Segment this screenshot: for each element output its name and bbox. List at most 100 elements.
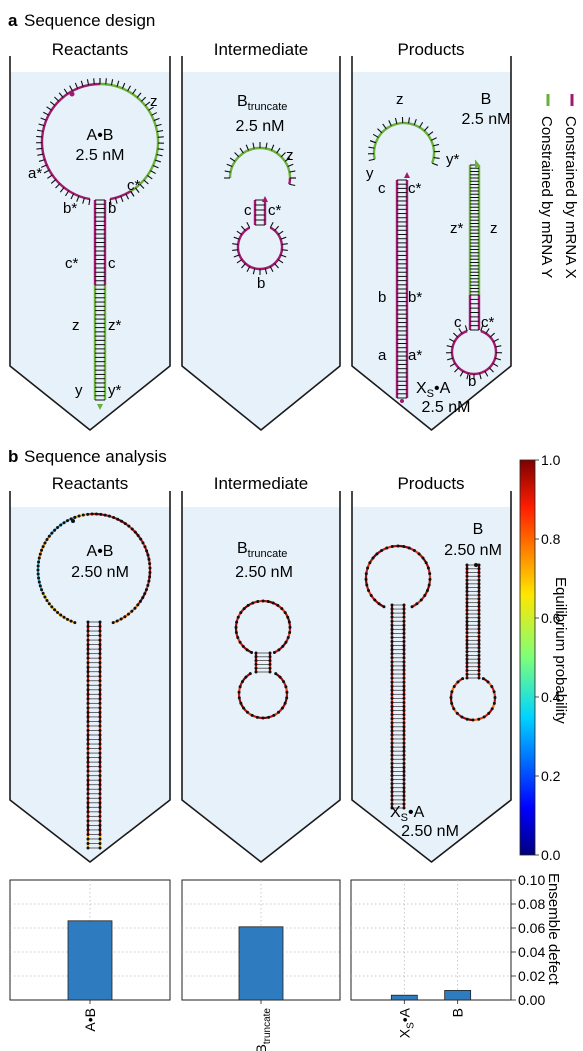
y-tick-label: 0.08 (518, 896, 545, 912)
nucleotide-tick (234, 152, 240, 158)
nucleotide-tick (38, 159, 45, 162)
nucleotide-tick (125, 193, 130, 200)
domain-label: a* (28, 165, 42, 182)
domain-label: c (454, 314, 462, 331)
nucleotide-dot (43, 541, 47, 545)
nucleotide-dot (86, 747, 90, 751)
nucleotide-dot (477, 574, 481, 578)
nucleotide-dot (390, 757, 394, 761)
domain-label: c* (268, 202, 282, 219)
nucleotide-dot (390, 680, 394, 684)
nucleotide-dot (396, 544, 400, 548)
nucleotide-tick (433, 143, 440, 147)
nucleotide-dot (98, 751, 102, 755)
nucleotide-dot (390, 603, 394, 607)
nucleotide-dot (402, 774, 406, 778)
nucleotide-dot (86, 512, 90, 516)
nucleotide-tick (232, 243, 239, 245)
nucleotide-dot (465, 661, 469, 665)
nucleotide-tick (46, 106, 52, 111)
nucleotide-dot (86, 742, 90, 746)
colorbar-tick-label: 0.2 (541, 768, 561, 784)
nucleotide-tick (156, 153, 163, 157)
nucleotide-tick (246, 222, 251, 228)
domain-label: z (286, 147, 294, 164)
nucleotide-dot (465, 578, 469, 582)
domain-label: c* (481, 314, 495, 331)
nucleotide-dot (98, 742, 102, 746)
nucleotide-tick (36, 147, 43, 150)
nucleotide-tick (281, 249, 288, 252)
nucleotide-dot (47, 534, 51, 538)
nucleotide-dot (98, 814, 102, 818)
nucleotide-dot (402, 664, 406, 668)
nucleotide-dot (86, 625, 90, 629)
domain-label: y* (446, 151, 460, 168)
nucleotide-dot (99, 512, 103, 516)
nucleotide-dot (402, 733, 406, 737)
nucleotide-dot (86, 715, 90, 719)
nucleotide-dot (465, 665, 469, 669)
nucleotide-tick (236, 259, 243, 264)
nucleotide-tick (289, 183, 296, 187)
nucleotide-tick (114, 197, 118, 204)
tube-outline (181, 507, 341, 863)
nucleotide-dot (465, 657, 469, 661)
nucleotide-dot (98, 801, 102, 805)
bar (238, 926, 284, 1001)
nucleotide-tick (433, 157, 440, 160)
loop-z (228, 146, 292, 179)
nucleotide-tick (495, 345, 502, 348)
nucleotide-dot (251, 601, 255, 605)
nucleotide-dot (390, 713, 394, 717)
nucleotide-dot (465, 653, 469, 657)
nucleotide-dot (390, 790, 394, 794)
nucleotide-tick (93, 78, 95, 85)
nucleotide-dot (371, 556, 375, 560)
intermediate-complex-label: Btruncate (237, 540, 287, 560)
nucleotide-dot (86, 670, 90, 674)
nucleotide-dot (272, 650, 276, 654)
nucleotide-dot (465, 601, 469, 605)
nucleotide-dot (390, 778, 394, 782)
nucleotide-dot (111, 621, 115, 625)
domain-label: c (378, 180, 386, 197)
products-complex2-label: B (473, 521, 484, 538)
nucleotide-dot (98, 661, 102, 665)
nucleotide-dot (375, 552, 379, 556)
nucleotide-dot (103, 513, 107, 517)
nucleotide-dot (146, 583, 150, 587)
nucleotide-dot (98, 837, 102, 841)
nucleotide-dot (86, 751, 90, 755)
domain-label: c (244, 202, 252, 219)
panel-a-letter: a (8, 11, 18, 30)
x-tick-label: A•B (82, 1008, 98, 1032)
domain-label: b* (63, 200, 77, 217)
domain-label: a (378, 347, 387, 364)
reactant-structure (35, 78, 164, 410)
nucleotide-dot (86, 661, 90, 665)
nucleotide-dot (465, 593, 469, 597)
colorbar-tick-label: 0.8 (541, 531, 561, 547)
strand-end (69, 91, 75, 97)
nucleotide-dot (490, 684, 494, 688)
nucleotide-tick (74, 82, 79, 89)
nucleotide-tick (252, 268, 256, 275)
products-analysis-structure (364, 544, 497, 810)
nucleotide-dot (390, 721, 394, 725)
nucleotide-dot (287, 620, 291, 624)
nucleotide-dot (455, 711, 459, 715)
domain-label: z* (108, 317, 122, 334)
nucleotide-dot (90, 512, 94, 516)
nucleotide-dot (98, 787, 102, 791)
nucleotide-dot (37, 580, 41, 584)
x-tick-label: XS•A (396, 1007, 416, 1038)
nucleotide-tick (59, 187, 65, 193)
nucleotide-dot (141, 596, 145, 600)
nucleotide-dot (86, 805, 90, 809)
header-products: Products (397, 474, 464, 493)
nucleotide-dot (36, 572, 40, 576)
nucleotide-tick (459, 370, 464, 377)
nucleotide-tick (246, 266, 251, 273)
nucleotide-dot (148, 575, 152, 579)
